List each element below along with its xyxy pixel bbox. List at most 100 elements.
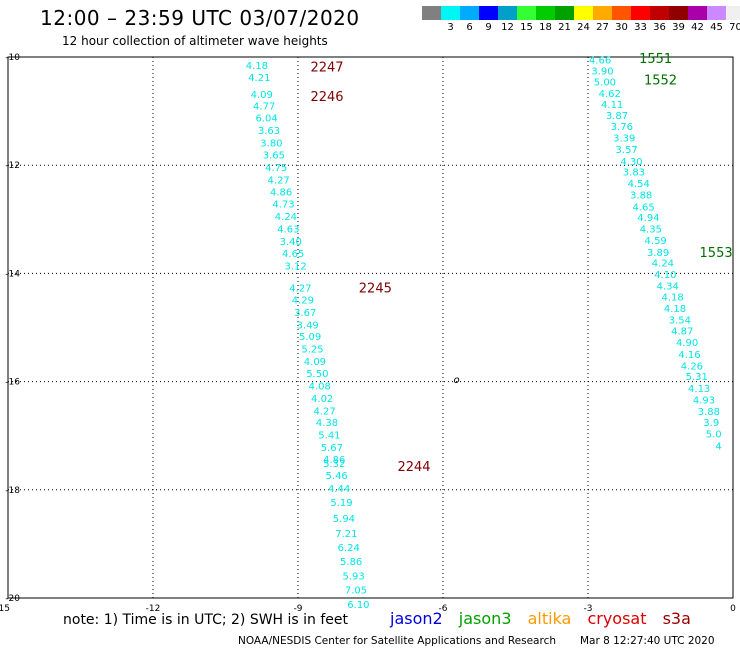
legend-cryosat: cryosat bbox=[587, 609, 647, 628]
swh-value: 3.12 bbox=[284, 261, 306, 272]
scale-swatch: 36 bbox=[650, 6, 669, 33]
swh-value: 7.05 bbox=[345, 585, 367, 596]
swh-value: 4.62 bbox=[599, 89, 621, 100]
swh-value: 4.10 bbox=[654, 270, 676, 281]
island-marker: o bbox=[453, 375, 459, 386]
lon-tick-label: -15 bbox=[0, 604, 10, 614]
swh-value: 3.63 bbox=[258, 126, 280, 137]
scale-swatch: 6 bbox=[460, 6, 479, 33]
swh-value: 5.50 bbox=[306, 369, 328, 380]
scale-swatch bbox=[422, 6, 441, 20]
swh-value: 5.46 bbox=[326, 471, 348, 482]
scale-label: 18 bbox=[539, 22, 552, 33]
swh-value: 4.09 bbox=[304, 357, 326, 368]
scale-swatch: 18 bbox=[536, 6, 555, 33]
swh-value: 4.24 bbox=[652, 259, 674, 270]
pass-time-label: 2246 bbox=[310, 90, 343, 105]
scale-label: 36 bbox=[653, 22, 666, 33]
legend-jason2: jason2 bbox=[390, 609, 443, 628]
swh-value: 3.54 bbox=[669, 315, 691, 326]
legend-altika: altika bbox=[527, 609, 572, 628]
swh-value: 4.90 bbox=[676, 338, 698, 349]
swh-value: 4.18 bbox=[661, 293, 683, 304]
swh-value: 4.66 bbox=[589, 56, 611, 67]
swh-value: 4.27 bbox=[313, 406, 335, 417]
swh-value: 5.67 bbox=[321, 443, 343, 454]
page-title: 12:00 – 23:59 UTC 03/07/2020 bbox=[40, 6, 360, 30]
legend-s3a: s3a bbox=[662, 609, 691, 628]
page-subtitle: 12 hour collection of altimeter wave hei… bbox=[62, 34, 328, 48]
scale-swatch: 12 bbox=[498, 6, 517, 33]
swh-value: 4.94 bbox=[637, 213, 659, 224]
swh-value: 3.90 bbox=[591, 67, 613, 78]
swh-value: 3.49 bbox=[297, 320, 319, 331]
pass-time-label: 2245 bbox=[359, 281, 392, 296]
lon-tick-label: -12 bbox=[146, 604, 161, 614]
scale-label: 42 bbox=[691, 22, 704, 33]
swh-value: 6.10 bbox=[347, 600, 369, 611]
scale-swatch: 15 bbox=[517, 6, 536, 33]
scale-label: 24 bbox=[577, 22, 590, 33]
swh-value: 3.67 bbox=[294, 308, 316, 319]
satellite-legend: jason2 jason3 altika cryosat s3a bbox=[390, 609, 702, 628]
scale-label: 9 bbox=[485, 22, 492, 33]
pass-time-label: 1552 bbox=[644, 74, 677, 89]
swh-value: 4.09 bbox=[251, 90, 273, 101]
map-frame bbox=[7, 56, 734, 599]
swh-value: 3.76 bbox=[611, 122, 633, 133]
swh-value: 5.86 bbox=[340, 557, 362, 568]
swh-value: 4.63 bbox=[277, 224, 299, 235]
swh-value: 5.19 bbox=[330, 498, 352, 509]
lat-tick-label: -16 bbox=[5, 378, 20, 388]
scale-swatch: 9 bbox=[479, 6, 498, 33]
swh-value: 3.88 bbox=[698, 407, 720, 418]
scale-swatch: 70 bbox=[726, 6, 740, 33]
scale-label: 27 bbox=[596, 22, 609, 33]
swh-value: 4.18 bbox=[664, 304, 686, 315]
swh-value: 4.21 bbox=[248, 73, 270, 84]
swh-value: 6.04 bbox=[255, 114, 277, 125]
swh-value: 4.86 bbox=[323, 455, 345, 466]
scale-label: 6 bbox=[466, 22, 473, 33]
swh-value: 4.24 bbox=[275, 212, 297, 223]
swh-value: 3.65 bbox=[263, 150, 285, 161]
lat-tick-label: -20 bbox=[5, 594, 20, 604]
swh-value: 3.9 bbox=[703, 418, 719, 429]
scale-swatch: 33 bbox=[631, 6, 650, 33]
lat-tick-label: -14 bbox=[5, 269, 20, 279]
scale-label: 33 bbox=[634, 22, 647, 33]
scale-label: 70 bbox=[729, 22, 740, 33]
swh-value: 4.18 bbox=[246, 61, 268, 72]
swh-value: 3.88 bbox=[630, 190, 652, 201]
footer-note: note: 1) Time is in UTC; 2) SWH is in fe… bbox=[63, 612, 349, 628]
scale-swatch: 45 bbox=[707, 6, 726, 33]
swh-value: 5.09 bbox=[299, 332, 321, 343]
swh-value: 4.11 bbox=[601, 100, 623, 111]
swh-value: 4 bbox=[715, 441, 721, 452]
scale-swatch: 42 bbox=[688, 6, 707, 33]
scale-swatch: 30 bbox=[612, 6, 631, 33]
swh-value: 4.77 bbox=[253, 102, 275, 113]
lon-tick-label: 0 bbox=[730, 604, 736, 614]
swh-value: 3.57 bbox=[616, 145, 638, 156]
swh-value: 4.34 bbox=[657, 281, 679, 292]
scale-label: 30 bbox=[615, 22, 628, 33]
lon-tick-label: -6 bbox=[439, 604, 448, 614]
swh-value: 3.87 bbox=[606, 111, 628, 122]
swh-value: 4.02 bbox=[311, 394, 333, 405]
swh-value: 4.54 bbox=[628, 179, 650, 190]
pass-time-label: 2247 bbox=[310, 61, 343, 76]
scale-swatch: 21 bbox=[555, 6, 574, 33]
swh-value: 4.65 bbox=[282, 249, 304, 260]
lat-tick-label: -18 bbox=[5, 486, 20, 496]
swh-value: 5.93 bbox=[342, 571, 364, 582]
swh-value: 5.32 bbox=[323, 459, 345, 470]
swh-value: 4.86 bbox=[270, 188, 292, 199]
swh-value: 4.08 bbox=[309, 381, 331, 392]
swh-value: 4.44 bbox=[328, 484, 350, 495]
swh-value: 3.89 bbox=[647, 248, 669, 259]
swh-value: 5.25 bbox=[301, 345, 323, 356]
scale-swatch: 27 bbox=[593, 6, 612, 33]
swh-value: 4.30 bbox=[620, 157, 642, 168]
